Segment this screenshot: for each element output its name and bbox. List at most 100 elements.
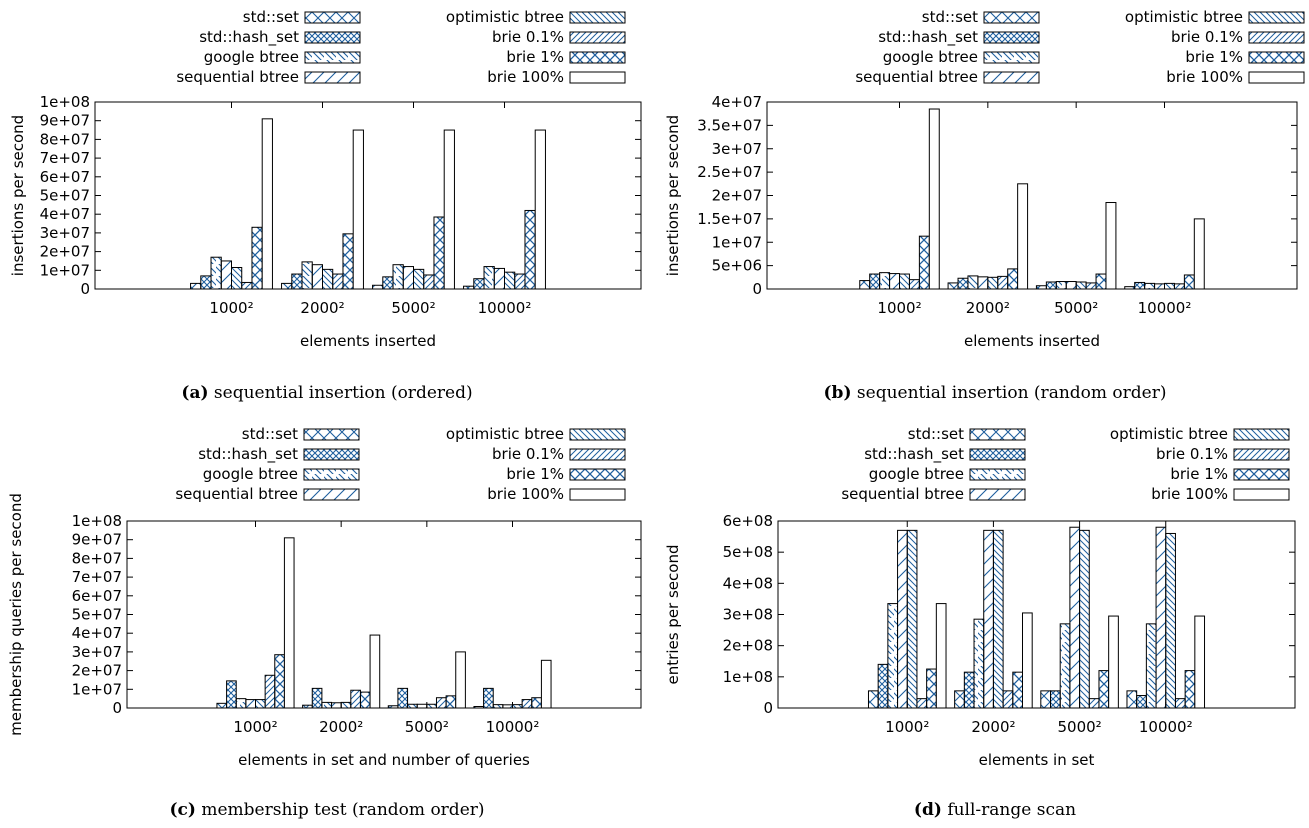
caption-c-label: (c) <box>169 800 196 820</box>
y-tick-label: 5e+07 <box>40 187 90 205</box>
bar <box>235 698 247 709</box>
y-axis-label: insertions per second <box>664 115 682 276</box>
chart-panel-b: std::set std::hash_set google btree sequent… <box>654 0 1309 414</box>
legend-label: brie 1% <box>1170 465 1228 483</box>
plot-frame <box>766 101 1298 290</box>
bar <box>435 697 447 709</box>
bar <box>524 209 536 290</box>
bar <box>241 281 253 290</box>
bar <box>504 271 516 290</box>
legend-label: google btree <box>869 465 964 483</box>
y-tick-label: 4e+07 <box>40 205 90 223</box>
legend-label: sequential btree <box>855 68 978 86</box>
bar <box>887 603 899 709</box>
legend-swatch <box>569 468 626 481</box>
bar <box>521 699 533 709</box>
bar <box>433 216 445 290</box>
bar <box>251 226 263 290</box>
legend-label: optimistic btree <box>1125 8 1243 26</box>
x-axis-label: elements inserted <box>964 332 1100 350</box>
bar <box>274 654 285 709</box>
x-tick-label: 5000² <box>1057 718 1101 736</box>
bar <box>493 267 506 290</box>
caption-b: (b) sequential insertion (random order) <box>654 383 1309 403</box>
y-tick-label: 9e+07 <box>40 112 90 130</box>
bar <box>473 706 485 709</box>
bar <box>1059 623 1071 709</box>
bar <box>926 668 937 709</box>
bar <box>283 537 295 709</box>
y-tick-label: 2.5e+07 <box>697 163 762 181</box>
bar <box>291 273 303 290</box>
legend-swatch <box>983 71 1040 84</box>
legend-label: brie 0.1% <box>1171 28 1243 46</box>
bar <box>407 703 418 709</box>
plot-frame <box>94 101 642 290</box>
legend-swatch <box>1233 488 1290 501</box>
y-tick-label: 4e+08 <box>723 574 773 592</box>
legend-label: brie 1% <box>506 48 564 66</box>
x-tick-label: 5000² <box>405 718 449 736</box>
bar <box>1021 612 1033 709</box>
legend-label: google btree <box>203 465 298 483</box>
bar <box>200 275 212 290</box>
legend-swatch <box>304 31 361 44</box>
bar <box>957 277 969 290</box>
bar <box>1079 529 1090 709</box>
x-tick-label: 1000² <box>233 718 277 736</box>
bar <box>1075 281 1087 290</box>
bar <box>342 233 354 290</box>
legend-label: google btree <box>204 48 299 66</box>
y-tick-label: 3.5e+07 <box>697 116 762 134</box>
bar <box>322 268 334 290</box>
y-tick-label: 6e+07 <box>72 587 122 605</box>
legend-label: brie 0.1% <box>492 445 564 463</box>
caption-a: (a) sequential insertion (ordered) <box>0 383 654 403</box>
legend-swatch <box>569 51 626 64</box>
y-tick-label: 7e+07 <box>40 149 90 167</box>
legend-label: brie 100% <box>1166 68 1243 86</box>
bar <box>1069 526 1081 709</box>
bar <box>220 260 232 290</box>
bar <box>1002 690 1014 709</box>
bar <box>908 279 920 290</box>
bar <box>1145 623 1157 709</box>
bar <box>1144 282 1156 290</box>
bar <box>445 695 457 709</box>
bar <box>231 266 243 290</box>
bar <box>443 129 455 290</box>
bar <box>1154 283 1165 290</box>
bar <box>1184 670 1196 709</box>
bar <box>983 529 994 709</box>
y-tick-label: 4e+07 <box>712 93 762 111</box>
legend-label: brie 100% <box>1151 485 1228 503</box>
y-tick-label: 1e+07 <box>40 261 90 279</box>
y-tick-label: 1.5e+07 <box>697 210 762 228</box>
x-tick-label: 1000² <box>209 299 253 317</box>
y-tick-label: 2e+07 <box>712 187 762 205</box>
x-tick-label: 10000² <box>478 299 532 317</box>
legend-label: optimistic btree <box>446 8 564 26</box>
bar <box>359 691 371 709</box>
legend-label: brie 0.1% <box>492 28 564 46</box>
legend-label: std::set <box>242 425 298 443</box>
bar <box>947 282 959 290</box>
legend-swatch <box>1233 428 1290 441</box>
legend-swatch <box>1248 51 1305 64</box>
bar <box>1134 281 1146 290</box>
caption-b-label: (b) <box>823 383 852 403</box>
y-tick-label: 0 <box>752 280 762 298</box>
bar <box>455 651 466 709</box>
plot-frame <box>126 520 642 709</box>
bar <box>1098 670 1110 709</box>
caption-d-label: (d) <box>913 800 942 820</box>
legend-swatch <box>969 488 1026 501</box>
legend-swatch <box>304 51 361 64</box>
x-axis-label: elements in set <box>979 751 1095 769</box>
y-tick-label: 4e+07 <box>72 624 122 642</box>
bar <box>1035 285 1047 290</box>
